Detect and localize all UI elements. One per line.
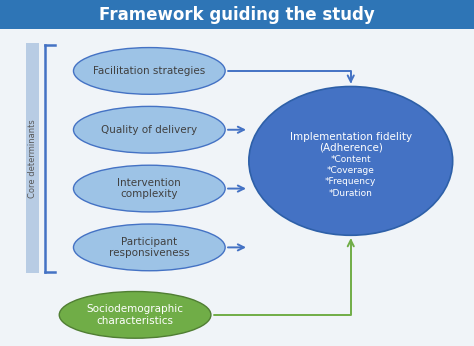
Ellipse shape <box>73 107 225 153</box>
Bar <box>26 43 39 273</box>
Text: *Content: *Content <box>330 155 371 164</box>
Text: Core determinants: Core determinants <box>28 119 37 198</box>
Text: Quality of delivery: Quality of delivery <box>101 125 197 135</box>
Text: Sociodemographic
characteristics: Sociodemographic characteristics <box>87 304 183 326</box>
Text: Framework guiding the study: Framework guiding the study <box>99 6 375 24</box>
Ellipse shape <box>59 291 211 338</box>
Text: Participant
responsiveness: Participant responsiveness <box>109 237 190 258</box>
Circle shape <box>249 86 453 235</box>
Text: Intervention
complexity: Intervention complexity <box>118 178 181 199</box>
Text: (Adherence): (Adherence) <box>319 142 383 152</box>
Ellipse shape <box>73 47 225 94</box>
Text: Facilitation strategies: Facilitation strategies <box>93 66 205 76</box>
Text: *Coverage: *Coverage <box>327 166 375 175</box>
FancyBboxPatch shape <box>0 0 474 29</box>
Text: Implementation fidelity: Implementation fidelity <box>290 132 412 142</box>
Text: *Duration: *Duration <box>329 189 373 198</box>
Text: *Frequency: *Frequency <box>325 177 376 186</box>
Ellipse shape <box>73 224 225 271</box>
Ellipse shape <box>73 165 225 212</box>
